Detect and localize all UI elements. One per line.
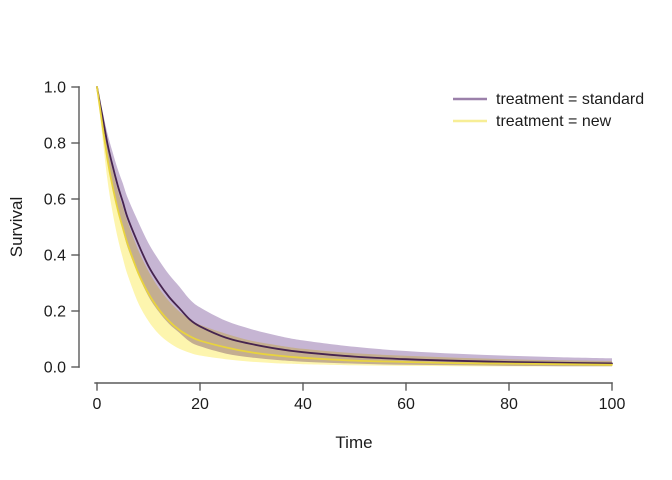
legend: treatment = standard treatment = new bbox=[453, 91, 644, 130]
x-axis-title: Time bbox=[335, 433, 372, 452]
legend-label-standard: treatment = standard bbox=[496, 91, 644, 108]
y-tick-label: 1.0 bbox=[44, 80, 66, 97]
axes: 0.0 0.2 0.4 0.6 0.8 1.0 0 20 40 60 80 100 bbox=[44, 80, 626, 414]
curve-new bbox=[96, 86, 613, 366]
x-tick-label: 20 bbox=[191, 396, 209, 413]
curve-standard bbox=[96, 86, 613, 365]
x-tick-label: 40 bbox=[294, 396, 312, 413]
y-tick-label: 0.2 bbox=[44, 304, 66, 321]
legend-label-new: treatment = new bbox=[496, 113, 612, 130]
survival-curves bbox=[96, 86, 613, 366]
x-tick-label: 60 bbox=[397, 396, 415, 413]
y-tick-label: 0.6 bbox=[44, 192, 66, 209]
y-tick-label: 0.0 bbox=[44, 360, 66, 377]
y-tick-label: 0.8 bbox=[44, 136, 66, 153]
x-tick-label: 80 bbox=[500, 396, 518, 413]
x-tick-label: 0 bbox=[93, 396, 102, 413]
y-axis-title: Survival bbox=[7, 197, 26, 257]
x-tick-label: 100 bbox=[599, 396, 626, 413]
y-tick-label: 0.4 bbox=[44, 248, 66, 265]
